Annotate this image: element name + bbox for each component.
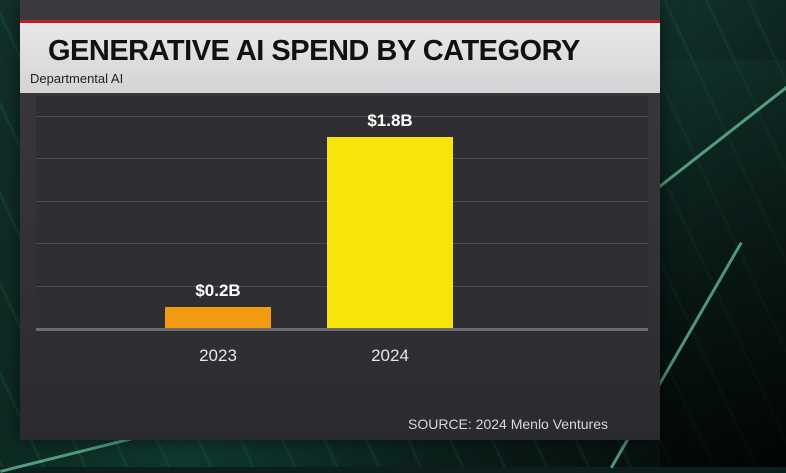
source-note: SOURCE: 2024 Menlo Ventures <box>408 416 608 432</box>
chart-title: GENERATIVE AI SPEND BY CATEGORY <box>48 35 580 67</box>
x-tick-label-2024: 2024 <box>371 346 409 365</box>
plot-area: $0.2B 2023 $1.8B 2024 <box>36 96 648 366</box>
chart-header: GENERATIVE AI SPEND BY CATEGORY <box>20 23 660 93</box>
data-label-2024: $1.8B <box>367 111 413 131</box>
bar-2023 <box>165 306 271 328</box>
data-label-2023: $0.2B <box>195 280 241 300</box>
x-tick-label-2023: 2023 <box>199 346 237 365</box>
chart-subtitle: Departmental AI <box>30 71 124 86</box>
gridline <box>36 116 648 117</box>
bar-2024 <box>327 137 453 328</box>
background-panel <box>660 60 786 467</box>
x-axis-baseline <box>36 328 648 331</box>
accent-line <box>20 20 660 23</box>
